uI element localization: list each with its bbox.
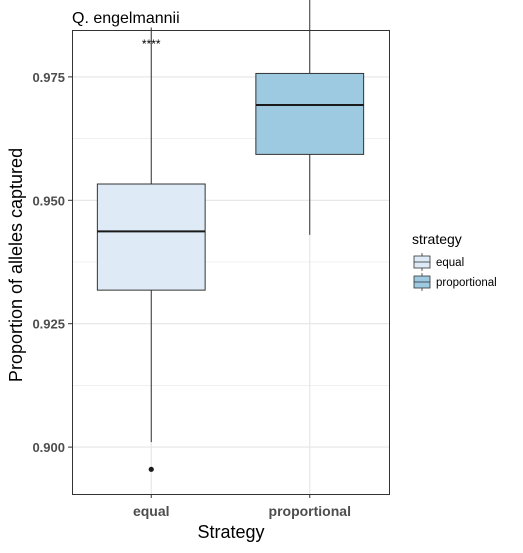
- chart-title: Q. engelmannii: [72, 10, 180, 27]
- y-tick-label: 0.975: [32, 70, 65, 85]
- axis-layer: 0.900 0.925 0.950 0.975 equal proportional: [32, 70, 351, 519]
- box-layer: ****: [96, 0, 365, 472]
- box-body: [96, 183, 206, 291]
- significance-label: ****: [142, 37, 161, 51]
- y-tick-label: 0.925: [32, 317, 65, 332]
- y-axis-title: Proportion of alleles captured: [6, 148, 26, 382]
- plot-panel-border: [72, 30, 390, 495]
- box-body: [255, 72, 365, 155]
- box-proportional: [255, 0, 365, 235]
- y-tick-label: 0.950: [32, 193, 65, 208]
- box-equal: [96, 27, 206, 472]
- legend-label: equal: [436, 257, 464, 269]
- legend-key-equal: equal: [412, 252, 464, 272]
- x-axis-title: Strategy: [197, 522, 264, 542]
- legend-key-proportional: proportional: [412, 272, 497, 292]
- outlier-point: [148, 466, 154, 472]
- legend: strategy equal proportional: [412, 231, 497, 292]
- x-tick-label: equal: [133, 503, 170, 519]
- x-tick-label: proportional: [269, 503, 351, 519]
- y-tick-label: 0.900: [32, 440, 65, 455]
- legend-label: proportional: [436, 277, 497, 289]
- legend-title: strategy: [412, 231, 462, 247]
